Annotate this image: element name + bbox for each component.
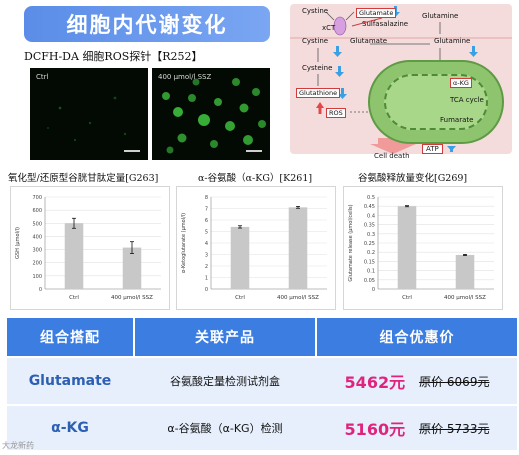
row-price-cell: 5462元 原价 6069元 bbox=[317, 358, 517, 404]
label-glutamine-top: Glutamine bbox=[422, 12, 459, 20]
row-name: α-KG bbox=[51, 420, 89, 436]
chart-glutamate-svg: 0 0.05 0.1 0.15 0.2 0.25 0.3 0.35 0.4 0.45 0.5 Glut… bbox=[348, 195, 494, 301]
y-axis-label: Glutamate release (μmol/cells) bbox=[348, 204, 354, 281]
y-tick-label: 300 bbox=[32, 248, 42, 254]
label-ros: ROS bbox=[326, 108, 346, 118]
header-product: 关联产品 bbox=[135, 318, 315, 356]
label-glutamate-box: Glutamate bbox=[356, 8, 397, 18]
bar bbox=[64, 223, 84, 289]
y-tick-label: 0.05 bbox=[364, 278, 375, 284]
label-cell-death: Cell death bbox=[374, 152, 410, 160]
y-tick-label: 4 bbox=[205, 241, 208, 247]
y-axis-label: α-Ketoglutarate (μmol/l) bbox=[181, 213, 187, 273]
y-tick-label: 0.25 bbox=[364, 241, 375, 247]
y-tick-label: 8 bbox=[205, 195, 208, 201]
y-tick-label: 500 bbox=[32, 221, 42, 227]
row-original-price: 原价 6069元 bbox=[419, 374, 490, 389]
y-tick-label: 5 bbox=[205, 230, 208, 236]
y-tick-label: 0.35 bbox=[364, 223, 375, 229]
label-atp: ATP bbox=[422, 144, 443, 154]
bar bbox=[122, 247, 142, 289]
y-tick-label: 0.4 bbox=[367, 213, 375, 219]
table-row bbox=[7, 406, 517, 450]
watermark: 大龙新药 bbox=[2, 441, 34, 450]
page-title: 细胞内代谢变化 bbox=[24, 6, 270, 42]
chart-gsh-svg: 0 100 200 300 400 500 600 700 GSH (μmol/l) Ctrl 40… bbox=[15, 195, 161, 301]
y-tick-label: 3 bbox=[205, 253, 208, 259]
row-original-price: 原价 5733元 bbox=[419, 421, 490, 436]
y-tick-label: 400 bbox=[32, 234, 42, 240]
micrograph-label: 400 μmol/l SSZ bbox=[158, 73, 212, 81]
y-tick-label: 0.15 bbox=[364, 259, 375, 265]
mitochondrion bbox=[368, 60, 504, 144]
x-tick-label: Ctrl bbox=[235, 295, 245, 301]
y-tick-label: 7 bbox=[205, 207, 208, 213]
header-combo: 组合搭配 bbox=[7, 318, 133, 356]
y-tick-label: 600 bbox=[32, 208, 42, 214]
y-axis-label: GSH (μmol/l) bbox=[15, 227, 21, 259]
y-tick-label: 700 bbox=[32, 195, 42, 201]
bar bbox=[230, 226, 250, 289]
chart-caption-glutamate: 谷氨酸释放量变化[G269] bbox=[358, 173, 468, 184]
y-tick-label: 0 bbox=[372, 287, 375, 293]
chart-glutamate: 0 0.05 0.1 0.15 0.2 0.25 0.3 0.35 0.4 0.45 0.5 Glut… bbox=[343, 186, 503, 310]
y-tick-label: 0 bbox=[39, 287, 42, 293]
label-cystine: Cystine bbox=[302, 7, 329, 15]
label-fumarate: Fumarate bbox=[440, 116, 474, 124]
y-tick-label: 0.5 bbox=[367, 195, 375, 201]
label-tca-cycle: TCA cycle bbox=[450, 96, 484, 104]
probe-title: DCFH-DA 细胞ROS探针【R252】 bbox=[24, 50, 203, 63]
row-price: 5462元 bbox=[344, 373, 406, 392]
y-tick-label: 0.2 bbox=[367, 250, 375, 256]
bar bbox=[455, 254, 475, 289]
x-tick-label: 400 μmol/l SSZ bbox=[111, 295, 153, 301]
x-tick-label: 400 μmol/l SSZ bbox=[277, 295, 319, 301]
label-cysteine: Cysteine bbox=[302, 64, 333, 72]
row-product: α-谷氨酸（α-KG）检测 bbox=[167, 422, 283, 435]
micrograph-ssz-cells bbox=[162, 78, 266, 154]
header-price: 组合优惠价 bbox=[317, 318, 517, 356]
micrograph-ctrl: Ctrl bbox=[30, 68, 148, 160]
metabolic-pathway-diagram: Cystine Glutamate Sulfasalazine xCT Glut… bbox=[290, 4, 512, 154]
chart-caption-gsh: 氧化型/还原型谷胱甘肽定量[G263] bbox=[8, 173, 159, 184]
micrograph-ctrl-dots bbox=[47, 96, 127, 142]
micrograph-label: Ctrl bbox=[36, 73, 49, 81]
bar bbox=[288, 207, 308, 289]
y-tick-label: 0.3 bbox=[367, 232, 375, 238]
label-glutamine-mid: Glutamine bbox=[434, 37, 471, 45]
y-tick-label: 0.45 bbox=[364, 204, 375, 210]
micrograph-ssz: 400 μmol/l SSZ bbox=[152, 68, 270, 160]
row-product: 谷氨酸定量检测试剂盒 bbox=[170, 375, 280, 388]
table-row bbox=[7, 358, 517, 404]
y-tick-label: 0 bbox=[205, 287, 208, 293]
row-price: 5160元 bbox=[344, 420, 406, 439]
x-tick-label: Ctrl bbox=[402, 295, 412, 301]
chart-caption-akg: α-谷氨酸（α-KG）[K261] bbox=[198, 173, 313, 184]
bar bbox=[397, 206, 417, 289]
y-tick-label: 2 bbox=[205, 264, 208, 270]
label-xct: xCT bbox=[322, 24, 336, 32]
y-tick-label: 0.1 bbox=[367, 269, 375, 275]
x-tick-label: Ctrl bbox=[69, 295, 79, 301]
label-cystine-mid: Cystine bbox=[302, 37, 329, 45]
row-name: Glutamate bbox=[28, 373, 112, 389]
x-tick-label: 400 μmol/l SSZ bbox=[444, 295, 486, 301]
label-glutamate-mid: Glutamate bbox=[350, 37, 387, 45]
scale-bar bbox=[246, 150, 262, 152]
row-divider bbox=[7, 404, 517, 406]
row-price-cell: 5160元 原价 5733元 bbox=[317, 406, 517, 450]
chart-akg-svg: 0 1 2 3 4 5 6 7 8 α-Ketoglutarate (μmol/l) Ctrl 400… bbox=[181, 195, 327, 301]
label-glutathione: Glutathione bbox=[296, 88, 341, 98]
scale-bar bbox=[124, 150, 140, 152]
y-tick-label: 1 bbox=[205, 276, 208, 282]
label-sulfasalazine: Sulfasalazine bbox=[362, 20, 409, 28]
chart-gsh: 0 100 200 300 400 500 600 700 GSH (μmol/l) Ctrl 40… bbox=[10, 186, 170, 310]
y-tick-label: 100 bbox=[32, 274, 42, 280]
y-tick-label: 6 bbox=[205, 218, 208, 224]
chart-akg: 0 1 2 3 4 5 6 7 8 α-Ketoglutarate (μmol/l) Ctrl 400… bbox=[176, 186, 336, 310]
label-akg: α-KG bbox=[450, 78, 472, 88]
y-tick-label: 200 bbox=[32, 261, 42, 267]
